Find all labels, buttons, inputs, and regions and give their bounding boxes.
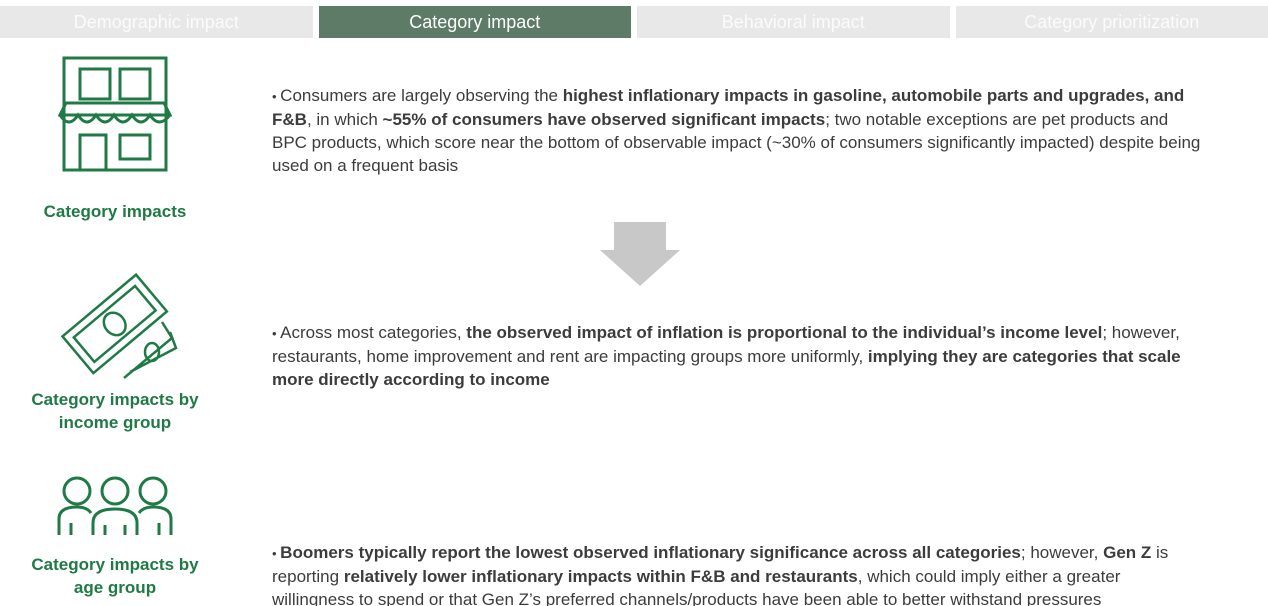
money-icon <box>60 272 178 379</box>
store-icon <box>58 56 172 172</box>
section-label: Category impacts by income group <box>31 390 199 432</box>
text-run: Consumers are largely observing the <box>280 86 563 105</box>
text-run: ; two notable exceptions are pet product… <box>272 110 1201 175</box>
bold-text: relatively lower inflationary impacts wi… <box>343 567 858 586</box>
section-text: Consumers are largely observing the high… <box>272 84 1202 177</box>
bold-text: the observed impact of inflation is prop… <box>466 323 1103 342</box>
text-run: is reporting <box>272 543 1169 586</box>
bold-text: highest inflationary impacts in gasoline… <box>272 86 1185 129</box>
text-run: , in which <box>306 110 383 129</box>
section-text: Across most categories, the observed imp… <box>272 321 1202 391</box>
bold-text: implying they are categories that scale … <box>272 347 1181 389</box>
text-run: ; however, <box>1020 543 1104 562</box>
tab[interactable]: Demographic impact <box>0 6 313 38</box>
bold-text: Gen Z <box>1103 543 1152 562</box>
down-arrow <box>600 222 680 286</box>
tab[interactable]: Behavioral impact <box>637 6 950 38</box>
people-icon <box>57 476 173 535</box>
section-label: Category impacts <box>43 202 187 221</box>
tab[interactable]: Category prioritization <box>955 6 1268 38</box>
section-label: Category impacts by age group <box>31 555 199 597</box>
text-run: ; however, restaurants, home improvement… <box>272 323 1180 366</box>
bold-text: Boomers typically report the lowest obse… <box>280 543 1021 562</box>
text-run: , which could imply either a greater wil… <box>272 567 1121 606</box>
section-text: Boomers typically report the lowest obse… <box>272 541 1202 606</box>
tab[interactable]: Category impact <box>318 6 631 38</box>
tab-bar: Demographic impact Category impact Behavio… <box>0 6 1268 38</box>
text-run: Across most categories, <box>280 323 467 342</box>
bold-text: ~55% of consumers have observed signific… <box>382 110 826 129</box>
